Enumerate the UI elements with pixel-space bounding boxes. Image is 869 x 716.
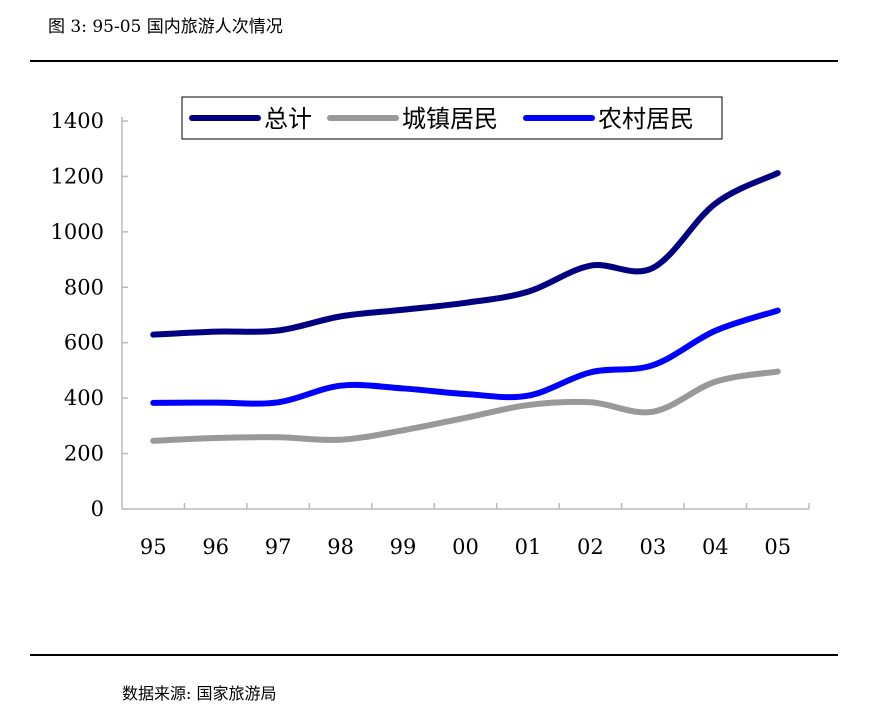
y-tick-label: 400 — [64, 386, 104, 410]
x-tick-label: 99 — [390, 535, 417, 559]
x-tick-label: 03 — [639, 535, 666, 559]
data-source: 数据来源: 国家旅游局 — [122, 684, 277, 703]
legend-label: 城镇居民 — [402, 105, 498, 133]
y-tick-label: 200 — [64, 442, 104, 466]
y-tick-label: 0 — [91, 497, 104, 521]
x-tick-label: 05 — [764, 535, 791, 559]
y-tick-label: 600 — [64, 331, 104, 355]
x-tick-label: 02 — [577, 535, 604, 559]
y-tick-label: 1400 — [51, 109, 104, 133]
x-tick-label: 95 — [140, 535, 167, 559]
series-line-1 — [150, 368, 781, 444]
x-tick-label: 97 — [265, 535, 292, 559]
bottom-rule — [30, 654, 838, 656]
legend-box — [181, 96, 723, 140]
series-line-0 — [150, 170, 781, 338]
legend-label: 总计 — [264, 105, 312, 133]
x-tick-label: 96 — [202, 535, 229, 559]
y-tick-label: 1200 — [51, 164, 104, 188]
chart-title: 图 3: 95-05 国内旅游人次情况 — [48, 17, 283, 37]
x-tick-label: 01 — [515, 535, 542, 559]
series-line-2 — [150, 307, 781, 407]
x-tick-label: 98 — [327, 535, 354, 559]
top-rule — [30, 60, 838, 62]
x-tick-label: 00 — [452, 535, 479, 559]
y-tick-label: 800 — [64, 275, 104, 299]
y-tick-label: 1000 — [51, 220, 104, 244]
x-tick-label: 04 — [702, 535, 729, 559]
legend-label: 农村居民 — [598, 105, 694, 133]
